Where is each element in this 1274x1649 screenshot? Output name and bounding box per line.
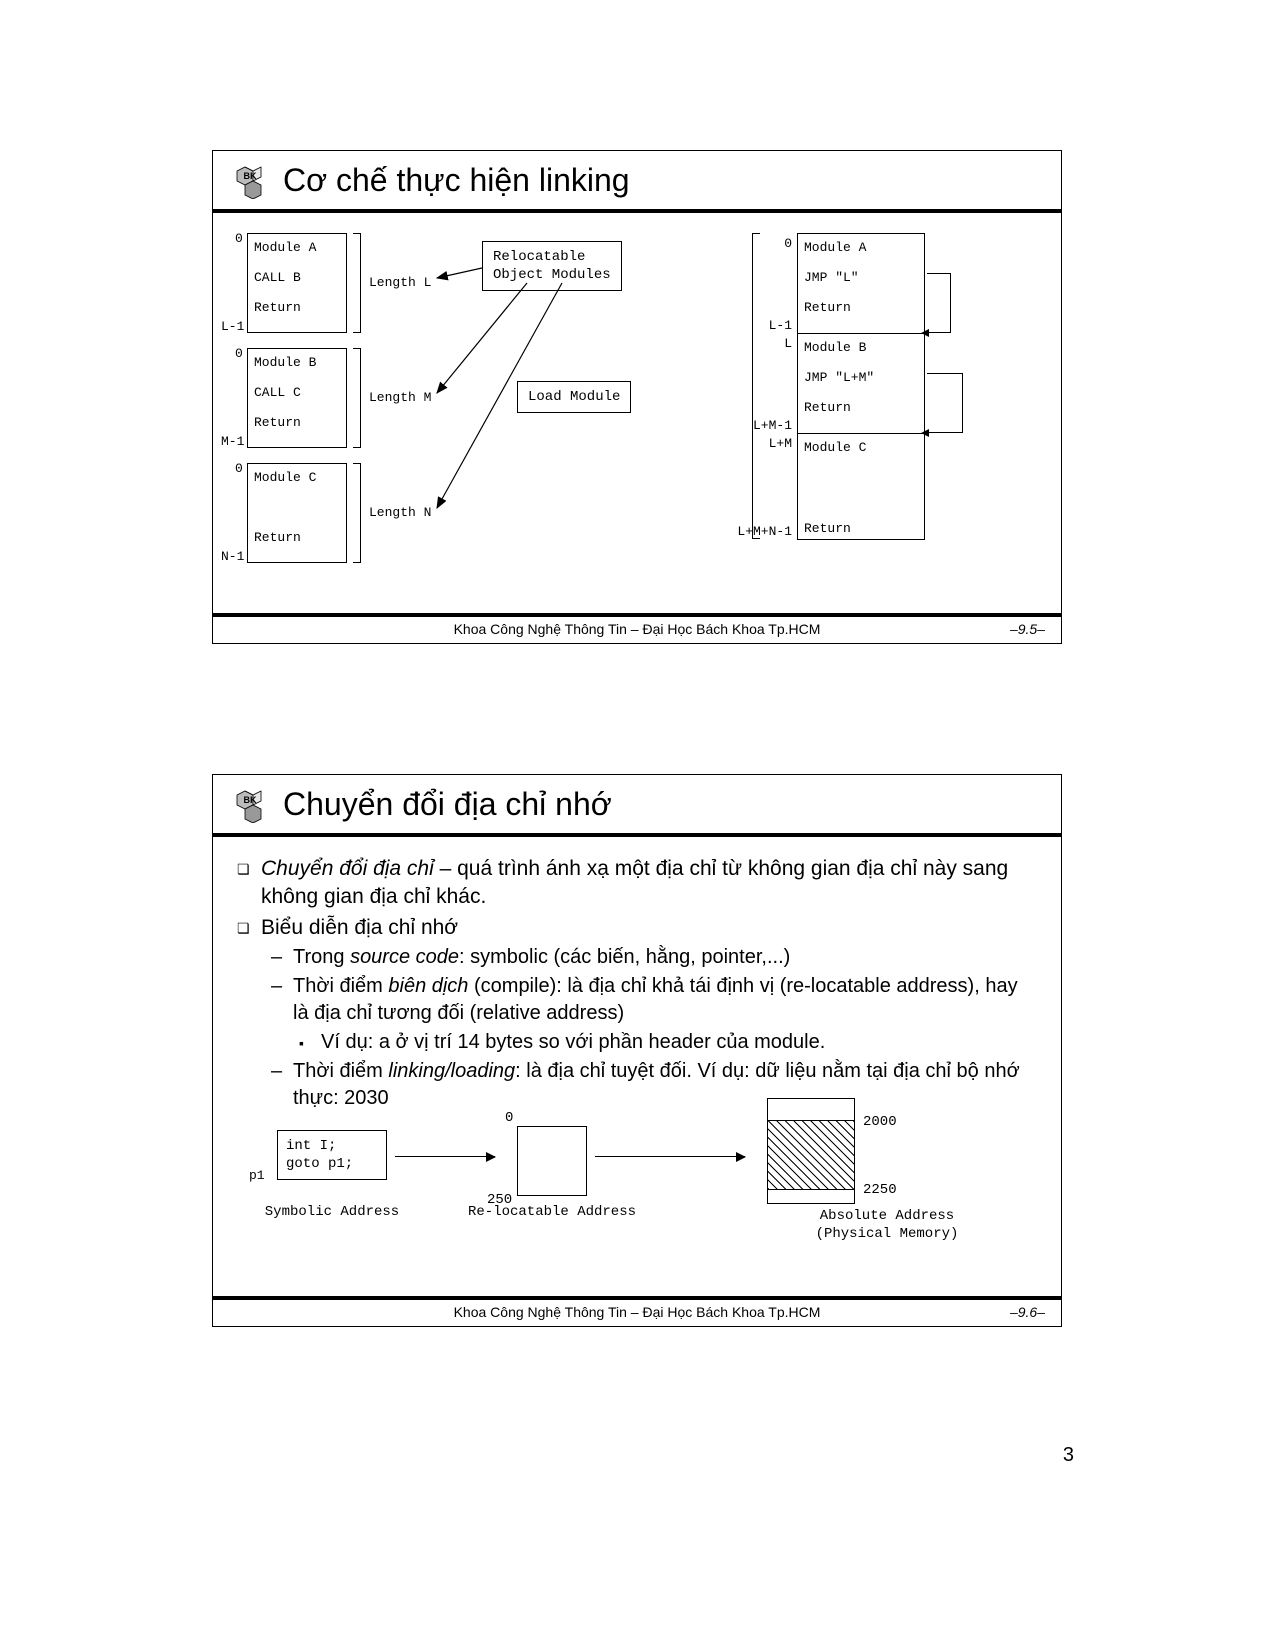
arrow-icon — [921, 329, 929, 337]
addr-label: 0 — [784, 236, 792, 251]
load-module-stack: 0 L-1 Module A JMP "L" Return L L+M-1 Mo… — [797, 233, 925, 540]
slide-number: –9.6– — [1010, 1304, 1045, 1320]
segment-jmp: JMP "L+M" — [804, 370, 918, 385]
slide-header: BK Cơ chế thực hiện linking — [213, 151, 1061, 213]
segment-jmp — [804, 470, 918, 506]
arrow-icon — [395, 1156, 495, 1157]
segment-name: Module B — [804, 340, 918, 355]
slide-page-1: BK Cơ chế thực hiện linking Module A CAL… — [0, 0, 1274, 1497]
bullet-item: ❏ Chuyển đổi địa chỉ – quá trình ánh xạ … — [237, 855, 1031, 912]
sub-bullet-item: – Thời điểm biên dịch (compile): là địa … — [271, 973, 1031, 1027]
slide-1: BK Cơ chế thực hiện linking Module A CAL… — [212, 150, 1062, 644]
code-line: int I; — [286, 1137, 378, 1155]
sub-bullet-item: – Trong source code: symbolic (các biến,… — [271, 944, 1031, 971]
slide-footer: Khoa Công Nghệ Thông Tin – Đại Học Bách … — [213, 1296, 1061, 1326]
bullet-list: ❏ Chuyển đổi địa chỉ – quá trình ánh xạ … — [227, 847, 1047, 1116]
slide-body: Module A CALL B Return Module B CALL C R… — [213, 213, 1061, 613]
slide-title: Chuyển đổi địa chỉ nhớ — [283, 786, 612, 823]
sub-sub-bullet-item: ▪ Ví dụ: a ở vị trí 14 bytes so với phần… — [299, 1029, 1031, 1056]
segment-ret: Return — [804, 521, 918, 536]
addr-label: L+M-1 — [753, 418, 792, 433]
mem-top — [767, 1098, 855, 1120]
footer-text: Khoa Công Nghệ Thông Tin – Đại Học Bách … — [454, 621, 821, 637]
linking-diagram: Module A CALL B Return Module B CALL C R… — [227, 223, 1047, 603]
bullet-marker-icon: – — [271, 973, 293, 1027]
bullet-text: Thời điểm biên dịch (compile): là địa ch… — [293, 973, 1031, 1027]
slide-2: BK Chuyển đổi địa chỉ nhớ ❏ Chuyển đổi đ… — [212, 774, 1062, 1327]
addr-label: L+M+N-1 — [737, 524, 792, 539]
page-number: 3 — [1063, 1444, 1074, 1467]
bullet-text: Biểu diễn địa chỉ nhớ — [261, 914, 458, 942]
jmp-arrow — [927, 273, 951, 333]
bullet-marker-icon: ❏ — [237, 855, 261, 912]
segment-ret: Return — [804, 300, 918, 315]
arrow-icon — [921, 429, 929, 437]
bk-logo-icon: BK — [227, 785, 273, 823]
bullet-text: Trong source code: symbolic (các biến, h… — [293, 944, 790, 971]
symbolic-caption: Symbolic Address — [247, 1204, 417, 1220]
segment-ret: Return — [804, 400, 918, 415]
code-line: goto p1; — [286, 1155, 378, 1173]
bullet-marker-icon: ❏ — [237, 914, 261, 942]
segment-jmp: JMP "L" — [804, 270, 918, 285]
abs-bottom-label: 2250 — [863, 1182, 897, 1198]
slide-title: Cơ chế thực hiện linking — [283, 162, 630, 199]
bullet-item: ❏ Biểu diễn địa chỉ nhớ — [237, 914, 1031, 942]
addr-label: L — [784, 336, 792, 351]
bullet-marker-icon: – — [271, 1058, 293, 1112]
segment-name: Module A — [804, 240, 918, 255]
jmp-arrow — [927, 373, 963, 433]
segment-b: L L+M-1 Module B JMP "L+M" Return — [797, 334, 925, 434]
bullet-marker-icon: ▪ — [299, 1029, 321, 1056]
bullet-text: Ví dụ: a ở vị trí 14 bytes so với phần h… — [321, 1029, 825, 1056]
segment-c: L+M L+M+N-1 Module C Return — [797, 434, 925, 540]
bullet-text: Chuyển đổi địa chỉ – quá trình ánh xạ mộ… — [261, 855, 1031, 912]
reloc-caption: Re-locatable Address — [447, 1204, 657, 1220]
code-label: p1 — [249, 1168, 265, 1183]
slide-body: ❏ Chuyển đổi địa chỉ – quá trình ánh xạ … — [213, 837, 1061, 1296]
abs-caption-1: Absolute Address — [787, 1208, 987, 1224]
addr-label: L-1 — [769, 318, 792, 333]
bullet-marker-icon: – — [271, 944, 293, 971]
load-module-bracket — [752, 233, 760, 539]
abs-top-label: 2000 — [863, 1114, 897, 1130]
address-diagram: int I; goto p1; p1 Symbolic Address 0 25… — [227, 1116, 1047, 1286]
reloc-top-label: 0 — [505, 1110, 513, 1126]
slide-header: BK Chuyển đổi địa chỉ nhớ — [213, 775, 1061, 837]
abs-caption-2: (Physical Memory) — [787, 1226, 987, 1242]
segment-a: 0 L-1 Module A JMP "L" Return — [797, 234, 925, 334]
footer-text: Khoa Công Nghệ Thông Tin – Đại Học Bách … — [454, 1304, 821, 1320]
addr-label: L+M — [769, 436, 792, 451]
segment-name: Module C — [804, 440, 918, 455]
arrow-icon — [595, 1156, 745, 1157]
sub-bullet-item: – Thời điểm linking/loading: là địa chỉ … — [271, 1058, 1031, 1112]
slide-number: –9.5– — [1010, 621, 1045, 637]
bullet-text: Thời điểm linking/loading: là địa chỉ tu… — [293, 1058, 1031, 1112]
svg-text:BK: BK — [244, 795, 257, 805]
reloc-box — [517, 1126, 587, 1196]
svg-text:BK: BK — [244, 171, 257, 181]
slide-footer: Khoa Công Nghệ Thông Tin – Đại Học Bách … — [213, 613, 1061, 643]
mem-bottom — [767, 1190, 855, 1204]
bk-logo-icon: BK — [227, 161, 273, 199]
symbolic-code-box: int I; goto p1; — [277, 1130, 387, 1180]
mem-hatched — [767, 1120, 855, 1190]
